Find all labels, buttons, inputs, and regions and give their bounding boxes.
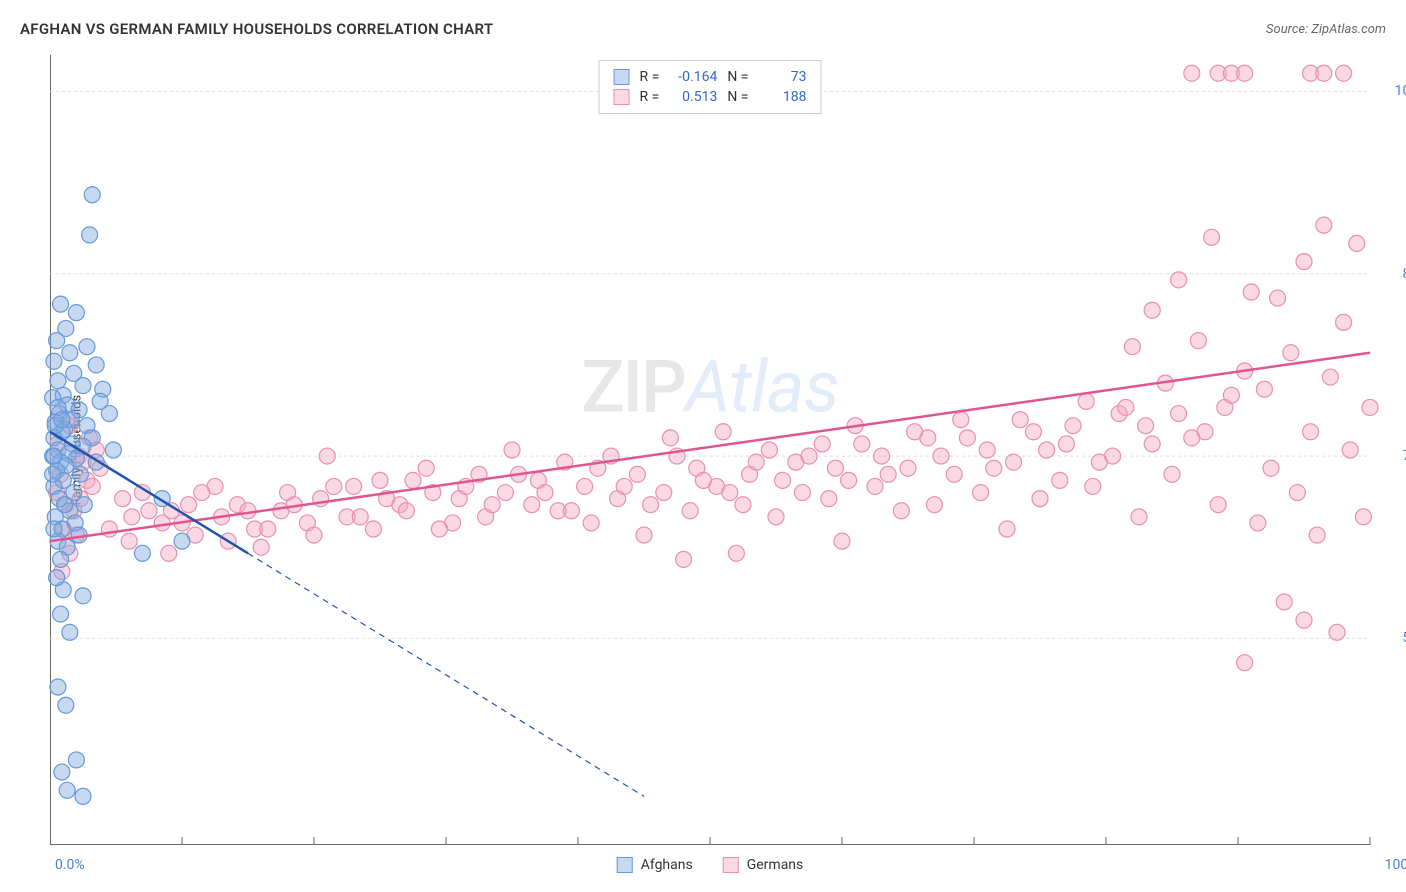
n-label: N = (727, 89, 748, 105)
trend-lines (50, 353, 1370, 797)
afghans-n-value: 73 (758, 69, 806, 85)
r-label: R = (640, 69, 660, 85)
stats-row-germans: R = 0.513 N = 188 (614, 87, 807, 107)
legend-item-afghans: Afghans (617, 857, 693, 873)
afghans-swatch (614, 69, 630, 85)
y-tick-label: 85.0% (1402, 266, 1406, 282)
chart-title: AFGHAN VS GERMAN FAMILY HOUSEHOLDS CORRE… (20, 20, 493, 38)
y-tick-label: 70.0% (1402, 448, 1406, 464)
germans-n-value: 188 (758, 89, 806, 105)
correlation-stats-box: R = -0.164 N = 73 R = 0.513 N = 188 (599, 60, 822, 114)
n-label: N = (727, 69, 748, 85)
bottom-legend: Afghans Germans (617, 857, 804, 873)
gridlines (50, 91, 1370, 638)
stats-row-afghans: R = -0.164 N = 73 (614, 67, 807, 87)
germans-legend-label: Germans (747, 857, 804, 873)
germans-swatch (723, 857, 739, 873)
x-ticks (182, 837, 1370, 845)
legend-item-germans: Germans (723, 857, 804, 873)
afghans-legend-label: Afghans (641, 857, 693, 873)
germans-swatch (614, 89, 630, 105)
afghans-swatch (617, 857, 633, 873)
scatter-plot (50, 55, 1370, 845)
chart-header: AFGHAN VS GERMAN FAMILY HOUSEHOLDS CORRE… (20, 20, 1386, 38)
y-tick-label: 100.0% (1395, 83, 1406, 99)
germans-points (49, 65, 1378, 670)
afghans-r-value: -0.164 (669, 69, 717, 85)
y-tick-label: 55.0% (1402, 630, 1406, 646)
r-label: R = (640, 89, 660, 105)
chart-source: Source: ZipAtlas.com (1266, 22, 1386, 37)
germans-r-value: 0.513 (669, 89, 717, 105)
chart-area: Family Households ZIPAtlas 55.0%70.0%85.… (50, 55, 1370, 845)
x-axis-min-label: 0.0% (55, 857, 85, 873)
x-axis-max-label: 100.0% (1385, 857, 1406, 873)
